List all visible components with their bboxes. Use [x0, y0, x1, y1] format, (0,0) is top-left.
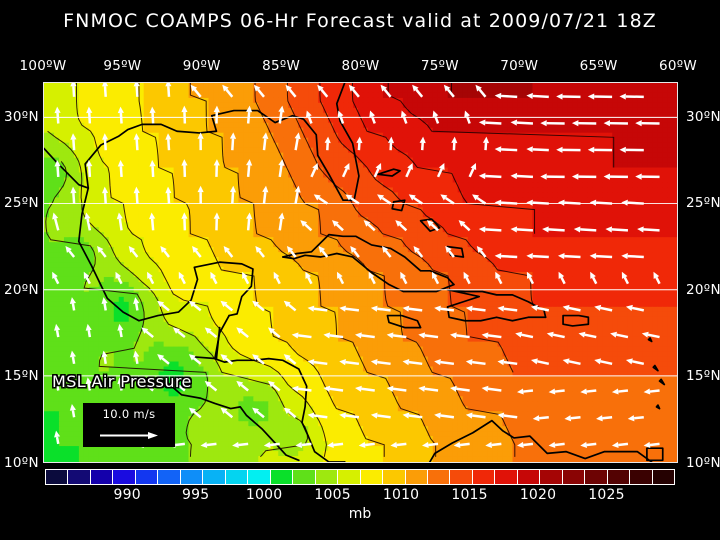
lat-tick-label-left: 20ºN — [4, 281, 39, 298]
lon-tick-label: 100ºW — [19, 58, 67, 74]
lon-tick-label: 80ºW — [341, 58, 380, 74]
colorbar-segment — [495, 470, 518, 484]
colorbar-tick-label: 1020 — [519, 487, 557, 503]
colorbar-segment — [562, 470, 586, 484]
field-label: MSL Air Pressure — [52, 372, 192, 391]
colorbar-segment — [203, 470, 226, 484]
colorbar-segment — [517, 470, 541, 484]
lat-tick-label-left: 25ºN — [4, 195, 39, 212]
lat-tick-label-right: 10ºN — [686, 455, 720, 471]
figure-title: FNMOC COAMPS 06-Hr Forecast valid at 200… — [63, 10, 657, 32]
colorbar-segment — [383, 470, 406, 484]
colorbar-tick-label: 1025 — [588, 487, 625, 503]
wind-vector-scale-arrow-icon — [100, 432, 158, 439]
lat-tick-label-left: 10ºN — [4, 455, 39, 471]
wind-vector-scale-label: 10.0 m/s — [102, 407, 156, 421]
colorbar-segment — [472, 470, 496, 484]
colorbar-segment — [248, 470, 271, 484]
colorbar-segment — [158, 470, 181, 484]
colorbar-segment — [607, 470, 631, 484]
map-canvas — [44, 83, 677, 462]
colorbar-segment — [293, 470, 316, 484]
map-plot-area — [43, 82, 678, 463]
lon-tick-label: 85ºW — [262, 58, 301, 74]
colorbar-segment — [585, 470, 608, 484]
colorbar-tick-label: 995 — [181, 487, 210, 503]
colorbar-segment — [113, 470, 136, 484]
colorbar-tick-label: 1005 — [314, 487, 351, 503]
colorbar-segment — [652, 470, 675, 484]
colorbar-segment — [360, 470, 384, 484]
colorbar-segment — [450, 470, 473, 484]
lon-tick-label: 90ºW — [182, 58, 221, 74]
colorbar-segment — [315, 470, 339, 484]
lon-tick-label: 70ºW — [500, 58, 539, 74]
lat-tick-label-right: 30ºN — [686, 108, 720, 125]
colorbar-segment — [90, 470, 114, 484]
colorbar-tick-label: 1010 — [382, 487, 420, 503]
colorbar-tick-label: 990 — [113, 487, 141, 503]
lon-tick-label: 95ºW — [103, 58, 142, 74]
lat-tick-label-right: 25ºN — [686, 195, 720, 212]
lat-tick-label-left: 30ºN — [4, 108, 39, 125]
colorbar-segment — [68, 470, 91, 484]
colorbar-segment — [405, 470, 428, 484]
lon-tick-label: 75ºW — [420, 58, 459, 74]
colorbar-segment — [427, 470, 451, 484]
coastline-layer — [44, 83, 666, 462]
colorbar-segment — [540, 470, 563, 484]
colorbar-tick-label: 1000 — [245, 487, 283, 503]
lat-tick-label-right: 15ºN — [686, 368, 720, 385]
lon-tick-label: 60ºW — [658, 58, 698, 74]
colorbar-tick-label: 1015 — [451, 487, 488, 503]
colorbar-segment — [630, 470, 653, 484]
colorbar-units-label: mb — [348, 506, 372, 522]
colorbar-segment — [180, 470, 204, 484]
wind-vector-scale-box: 10.0 m/s — [83, 403, 175, 447]
lat-tick-label-left: 15ºN — [4, 368, 39, 385]
lat-tick-label-right: 20ºN — [686, 281, 720, 298]
colorbar-segment — [338, 470, 361, 484]
colorbar-segment — [135, 470, 159, 484]
colorbar-segment — [46, 470, 69, 484]
colorbar-segment — [270, 470, 294, 484]
colorbar-segment — [225, 470, 249, 484]
colorbar — [45, 469, 675, 485]
lon-tick-label: 65ºW — [579, 58, 618, 74]
